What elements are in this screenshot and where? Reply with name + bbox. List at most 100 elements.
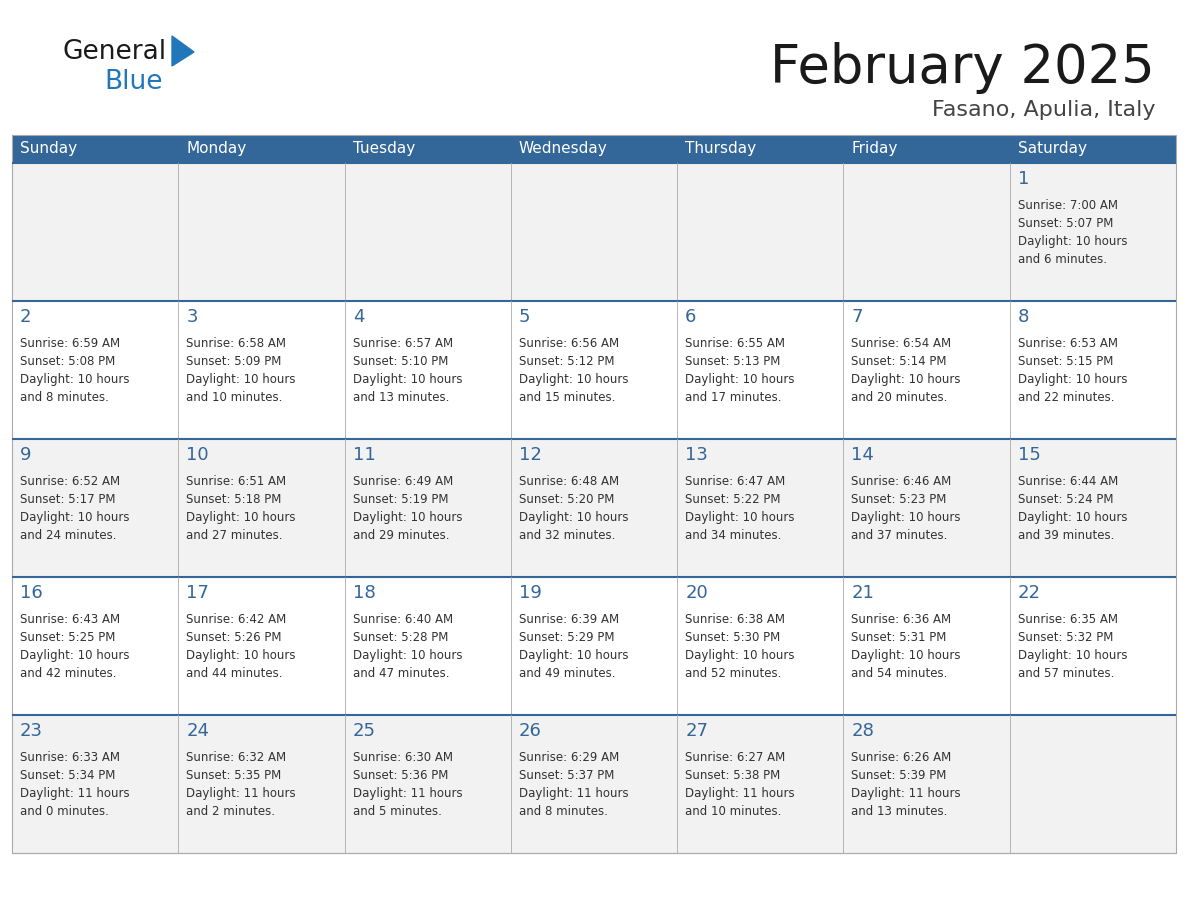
Text: 8: 8	[1018, 308, 1029, 326]
Bar	[843, 577, 1010, 715]
Bar	[1010, 135, 1176, 163]
Text: Fasano, Apulia, Italy: Fasano, Apulia, Italy	[931, 100, 1155, 120]
Text: Sunday: Sunday	[20, 141, 77, 156]
Bar	[843, 715, 1010, 853]
Text: Sunrise: 6:59 AM
Sunset: 5:08 PM
Daylight: 10 hours
and 8 minutes.: Sunrise: 6:59 AM Sunset: 5:08 PM Dayligh…	[20, 337, 129, 404]
Text: Sunrise: 6:53 AM
Sunset: 5:15 PM
Daylight: 10 hours
and 22 minutes.: Sunrise: 6:53 AM Sunset: 5:15 PM Dayligh…	[1018, 337, 1127, 404]
Bar	[12, 577, 178, 715]
Bar	[1010, 163, 1176, 301]
Text: 16: 16	[20, 584, 43, 602]
Text: Sunrise: 6:42 AM
Sunset: 5:26 PM
Daylight: 10 hours
and 44 minutes.: Sunrise: 6:42 AM Sunset: 5:26 PM Dayligh…	[187, 613, 296, 680]
Bar	[178, 135, 345, 163]
Text: Sunrise: 6:56 AM
Sunset: 5:12 PM
Daylight: 10 hours
and 15 minutes.: Sunrise: 6:56 AM Sunset: 5:12 PM Dayligh…	[519, 337, 628, 404]
Text: Sunrise: 7:00 AM
Sunset: 5:07 PM
Daylight: 10 hours
and 6 minutes.: Sunrise: 7:00 AM Sunset: 5:07 PM Dayligh…	[1018, 199, 1127, 266]
Text: 14: 14	[852, 446, 874, 464]
Bar	[12, 301, 178, 439]
Text: Sunrise: 6:33 AM
Sunset: 5:34 PM
Daylight: 11 hours
and 0 minutes.: Sunrise: 6:33 AM Sunset: 5:34 PM Dayligh…	[20, 751, 129, 818]
Text: 23: 23	[20, 722, 43, 740]
Bar	[345, 439, 511, 577]
Text: 21: 21	[852, 584, 874, 602]
Text: 3: 3	[187, 308, 197, 326]
Bar	[677, 715, 843, 853]
Text: 10: 10	[187, 446, 209, 464]
Text: Wednesday: Wednesday	[519, 141, 607, 156]
Text: 5: 5	[519, 308, 530, 326]
Text: Sunrise: 6:38 AM
Sunset: 5:30 PM
Daylight: 10 hours
and 52 minutes.: Sunrise: 6:38 AM Sunset: 5:30 PM Dayligh…	[685, 613, 795, 680]
Text: 4: 4	[353, 308, 364, 326]
Bar	[677, 163, 843, 301]
Bar	[843, 439, 1010, 577]
Text: Sunrise: 6:29 AM
Sunset: 5:37 PM
Daylight: 11 hours
and 8 minutes.: Sunrise: 6:29 AM Sunset: 5:37 PM Dayligh…	[519, 751, 628, 818]
Text: 18: 18	[353, 584, 375, 602]
Text: Sunrise: 6:30 AM
Sunset: 5:36 PM
Daylight: 11 hours
and 5 minutes.: Sunrise: 6:30 AM Sunset: 5:36 PM Dayligh…	[353, 751, 462, 818]
Text: Tuesday: Tuesday	[353, 141, 415, 156]
Text: February 2025: February 2025	[770, 42, 1155, 94]
Text: Sunrise: 6:43 AM
Sunset: 5:25 PM
Daylight: 10 hours
and 42 minutes.: Sunrise: 6:43 AM Sunset: 5:25 PM Dayligh…	[20, 613, 129, 680]
Text: 28: 28	[852, 722, 874, 740]
Text: Saturday: Saturday	[1018, 141, 1087, 156]
Bar	[843, 301, 1010, 439]
Bar	[511, 577, 677, 715]
Text: 19: 19	[519, 584, 542, 602]
Text: Sunrise: 6:36 AM
Sunset: 5:31 PM
Daylight: 10 hours
and 54 minutes.: Sunrise: 6:36 AM Sunset: 5:31 PM Dayligh…	[852, 613, 961, 680]
Text: General: General	[62, 39, 166, 65]
Bar	[345, 135, 511, 163]
Text: 22: 22	[1018, 584, 1041, 602]
Text: Sunrise: 6:39 AM
Sunset: 5:29 PM
Daylight: 10 hours
and 49 minutes.: Sunrise: 6:39 AM Sunset: 5:29 PM Dayligh…	[519, 613, 628, 680]
Text: 20: 20	[685, 584, 708, 602]
Bar	[12, 135, 178, 163]
Text: Sunrise: 6:32 AM
Sunset: 5:35 PM
Daylight: 11 hours
and 2 minutes.: Sunrise: 6:32 AM Sunset: 5:35 PM Dayligh…	[187, 751, 296, 818]
Polygon shape	[172, 36, 194, 66]
Bar	[345, 715, 511, 853]
Bar	[12, 135, 1176, 853]
Text: Sunrise: 6:54 AM
Sunset: 5:14 PM
Daylight: 10 hours
and 20 minutes.: Sunrise: 6:54 AM Sunset: 5:14 PM Dayligh…	[852, 337, 961, 404]
Text: 27: 27	[685, 722, 708, 740]
Text: 15: 15	[1018, 446, 1041, 464]
Text: Sunrise: 6:40 AM
Sunset: 5:28 PM
Daylight: 10 hours
and 47 minutes.: Sunrise: 6:40 AM Sunset: 5:28 PM Dayligh…	[353, 613, 462, 680]
Bar	[178, 301, 345, 439]
Bar	[12, 163, 178, 301]
Bar	[511, 715, 677, 853]
Text: Sunrise: 6:47 AM
Sunset: 5:22 PM
Daylight: 10 hours
and 34 minutes.: Sunrise: 6:47 AM Sunset: 5:22 PM Dayligh…	[685, 475, 795, 542]
Text: Sunrise: 6:51 AM
Sunset: 5:18 PM
Daylight: 10 hours
and 27 minutes.: Sunrise: 6:51 AM Sunset: 5:18 PM Dayligh…	[187, 475, 296, 542]
Text: Thursday: Thursday	[685, 141, 757, 156]
Text: 26: 26	[519, 722, 542, 740]
Text: 17: 17	[187, 584, 209, 602]
Bar	[178, 439, 345, 577]
Bar	[511, 439, 677, 577]
Text: Sunrise: 6:44 AM
Sunset: 5:24 PM
Daylight: 10 hours
and 39 minutes.: Sunrise: 6:44 AM Sunset: 5:24 PM Dayligh…	[1018, 475, 1127, 542]
Text: 7: 7	[852, 308, 862, 326]
Bar	[345, 301, 511, 439]
Text: 13: 13	[685, 446, 708, 464]
Bar	[1010, 439, 1176, 577]
Bar	[345, 577, 511, 715]
Text: 11: 11	[353, 446, 375, 464]
Text: 2: 2	[20, 308, 32, 326]
Bar	[511, 163, 677, 301]
Text: Sunrise: 6:35 AM
Sunset: 5:32 PM
Daylight: 10 hours
and 57 minutes.: Sunrise: 6:35 AM Sunset: 5:32 PM Dayligh…	[1018, 613, 1127, 680]
Text: 6: 6	[685, 308, 696, 326]
Text: Blue: Blue	[105, 69, 163, 95]
Bar	[1010, 301, 1176, 439]
Text: Sunrise: 6:49 AM
Sunset: 5:19 PM
Daylight: 10 hours
and 29 minutes.: Sunrise: 6:49 AM Sunset: 5:19 PM Dayligh…	[353, 475, 462, 542]
Text: Sunrise: 6:27 AM
Sunset: 5:38 PM
Daylight: 11 hours
and 10 minutes.: Sunrise: 6:27 AM Sunset: 5:38 PM Dayligh…	[685, 751, 795, 818]
Text: Sunrise: 6:46 AM
Sunset: 5:23 PM
Daylight: 10 hours
and 37 minutes.: Sunrise: 6:46 AM Sunset: 5:23 PM Dayligh…	[852, 475, 961, 542]
Bar	[178, 163, 345, 301]
Bar	[178, 577, 345, 715]
Text: 1: 1	[1018, 170, 1029, 188]
Bar	[843, 163, 1010, 301]
Bar	[345, 163, 511, 301]
Bar	[511, 301, 677, 439]
Text: Sunrise: 6:48 AM
Sunset: 5:20 PM
Daylight: 10 hours
and 32 minutes.: Sunrise: 6:48 AM Sunset: 5:20 PM Dayligh…	[519, 475, 628, 542]
Text: Monday: Monday	[187, 141, 247, 156]
Text: Sunrise: 6:55 AM
Sunset: 5:13 PM
Daylight: 10 hours
and 17 minutes.: Sunrise: 6:55 AM Sunset: 5:13 PM Dayligh…	[685, 337, 795, 404]
Bar	[12, 439, 178, 577]
Bar	[511, 135, 677, 163]
Bar	[178, 715, 345, 853]
Text: Sunrise: 6:26 AM
Sunset: 5:39 PM
Daylight: 11 hours
and 13 minutes.: Sunrise: 6:26 AM Sunset: 5:39 PM Dayligh…	[852, 751, 961, 818]
Text: 12: 12	[519, 446, 542, 464]
Text: 9: 9	[20, 446, 32, 464]
Text: 24: 24	[187, 722, 209, 740]
Text: Sunrise: 6:58 AM
Sunset: 5:09 PM
Daylight: 10 hours
and 10 minutes.: Sunrise: 6:58 AM Sunset: 5:09 PM Dayligh…	[187, 337, 296, 404]
Bar	[677, 577, 843, 715]
